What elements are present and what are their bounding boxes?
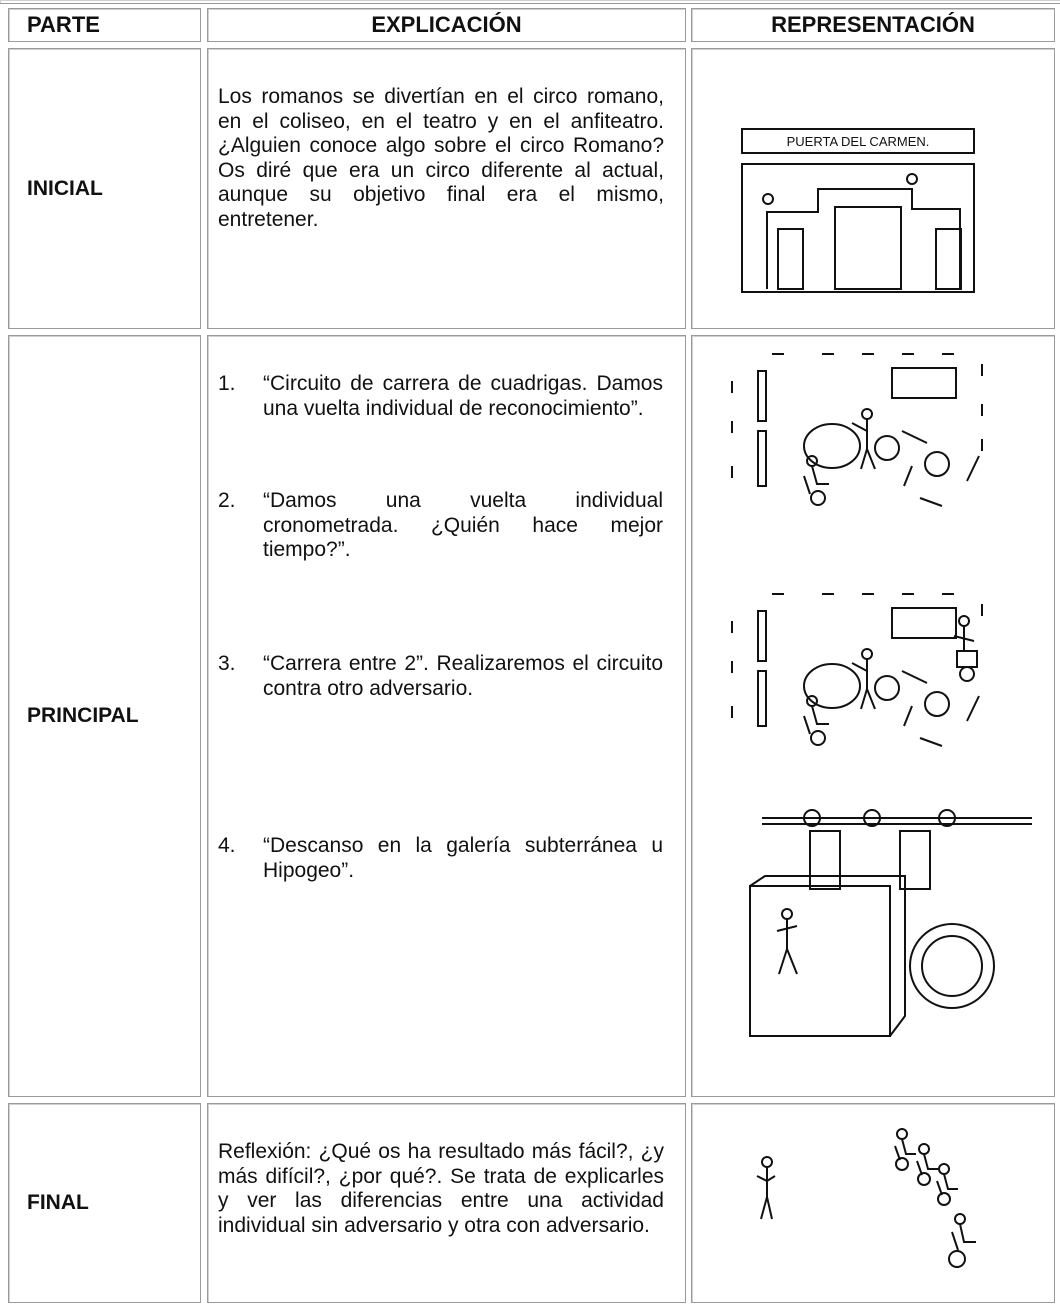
representacion-cell: PUERTA DEL CARMEN.: [691, 48, 1055, 329]
item-number: 1.: [218, 372, 236, 395]
item-text: “Descanso en la galería subterránea u Hi…: [263, 834, 663, 882]
item-text: “Damos una vuelta individual cronometrad…: [263, 489, 663, 562]
parte-cell: PRINCIPAL: [8, 335, 201, 1097]
header-cell: EXPLICACIÓN: [207, 8, 686, 42]
parte-text: INICIAL: [27, 176, 103, 200]
puerta-illustration: PUERTA DEL CARMEN.: [741, 128, 975, 293]
parte-cell: INICIAL: [8, 48, 201, 329]
header-cell: REPRESENTACIÓN: [691, 8, 1055, 42]
parte-cell: FINAL: [8, 1103, 201, 1303]
explicacion-cell: Reflexión: ¿Qué os ha resultado más fáci…: [207, 1103, 686, 1303]
item-number: 2.: [218, 489, 236, 512]
header-text: EXPLICACIÓN: [371, 12, 522, 37]
explicacion-cell: Los romanos se divertían en el circo rom…: [207, 48, 686, 329]
explicacion-text: Reflexión: ¿Qué os ha resultado más fáci…: [218, 1140, 664, 1237]
circuit-illustrations: [731, 353, 1032, 1037]
item-number: 3.: [218, 652, 236, 675]
header-text: PARTE: [27, 12, 100, 37]
item-text: “Circuito de carrera de cuadrigas. Damos…: [263, 372, 663, 420]
final-illustration: [756, 1128, 976, 1268]
header-text: REPRESENTACIÓN: [771, 12, 975, 37]
explicacion-text: Los romanos se divertían en el circo rom…: [218, 85, 664, 231]
representacion-cell: [691, 335, 1055, 1097]
top-rule: [0, 0, 1060, 4]
item-text: “Carrera entre 2”. Realizaremos el circu…: [263, 652, 663, 700]
explicacion-cell: 1. “Circuito de carrera de cuadrigas. Da…: [207, 335, 686, 1097]
parte-text: PRINCIPAL: [27, 704, 139, 727]
header-cell: PARTE: [8, 8, 201, 42]
image-label: PUERTA DEL CARMEN.: [787, 134, 930, 149]
item-number: 4.: [218, 834, 236, 857]
parte-text: FINAL: [27, 1191, 89, 1214]
representacion-cell: [691, 1103, 1055, 1303]
